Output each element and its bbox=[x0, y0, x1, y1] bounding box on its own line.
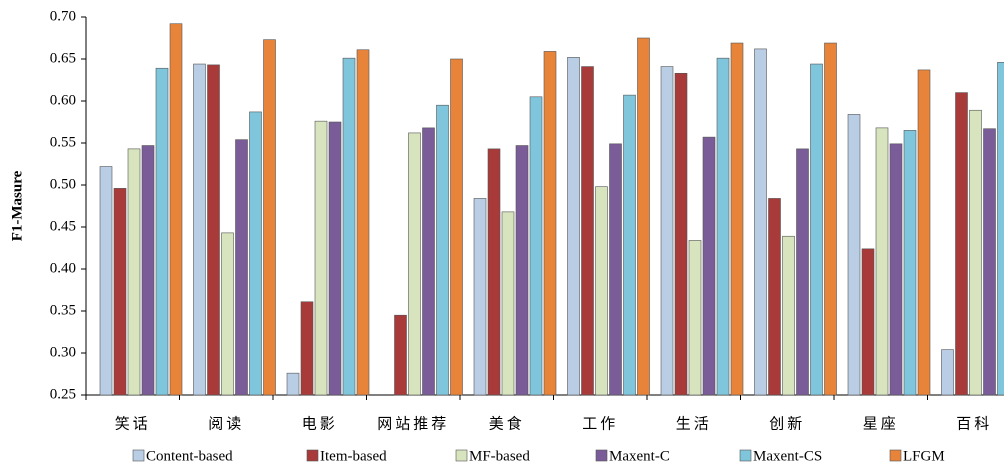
x-tick-label: 美食 bbox=[489, 415, 525, 433]
legend-label: Maxent-CS bbox=[753, 448, 822, 464]
bar bbox=[941, 349, 954, 396]
bar bbox=[847, 114, 861, 396]
y-tick-label: 0.50 bbox=[50, 176, 76, 192]
y-tick-label: 0.25 bbox=[50, 386, 76, 402]
bar bbox=[730, 42, 744, 396]
bar bbox=[249, 111, 262, 396]
bar bbox=[487, 148, 501, 396]
x-tick-label: 创新 bbox=[769, 415, 805, 433]
bar bbox=[796, 148, 809, 396]
bar bbox=[394, 314, 407, 396]
bar bbox=[969, 109, 982, 396]
bar bbox=[263, 39, 276, 396]
bar bbox=[581, 66, 594, 396]
bar bbox=[422, 127, 435, 396]
y-tick-label: 0.35 bbox=[50, 302, 76, 318]
y-tick-label: 0.45 bbox=[50, 218, 76, 234]
x-tick-label: 星座 bbox=[863, 415, 899, 433]
bar bbox=[623, 94, 636, 396]
bar bbox=[637, 37, 650, 396]
bar bbox=[903, 130, 917, 396]
y-tick-label: 0.65 bbox=[50, 50, 76, 66]
y-tick-label: 0.55 bbox=[50, 134, 76, 150]
bar bbox=[207, 64, 220, 396]
bar bbox=[328, 121, 342, 396]
bar bbox=[660, 66, 674, 396]
x-tick-label: 网站推荐 bbox=[377, 415, 449, 433]
bar bbox=[768, 198, 781, 396]
bar bbox=[314, 120, 328, 396]
legend-label: Maxent-C bbox=[609, 448, 670, 464]
x-tick-label: 工作 bbox=[582, 415, 618, 433]
bar bbox=[169, 23, 183, 396]
legend-swatch bbox=[739, 449, 752, 462]
bar bbox=[356, 49, 370, 396]
bar bbox=[286, 372, 300, 396]
bar bbox=[875, 127, 889, 396]
bar bbox=[155, 67, 169, 396]
legend-label: Content-based bbox=[146, 448, 233, 464]
bar bbox=[754, 48, 767, 396]
bar bbox=[436, 104, 449, 396]
x-tick-label: 生活 bbox=[676, 415, 712, 433]
bar bbox=[824, 42, 837, 396]
y-tick-label: 0.60 bbox=[50, 92, 76, 108]
y-axis-title: F1-Masure bbox=[9, 170, 25, 241]
bar bbox=[99, 166, 113, 396]
bar bbox=[221, 232, 234, 396]
legend-label: LFGM bbox=[903, 448, 945, 464]
legend-swatch bbox=[132, 449, 145, 462]
bar bbox=[810, 63, 823, 396]
bar bbox=[342, 57, 356, 396]
bar bbox=[529, 96, 543, 396]
bar bbox=[782, 235, 795, 396]
bar bbox=[716, 57, 730, 396]
x-tick-label: 电影 bbox=[302, 415, 338, 433]
legend-swatch bbox=[306, 449, 319, 462]
bar bbox=[917, 69, 931, 396]
bar bbox=[861, 248, 875, 396]
bar bbox=[997, 62, 1004, 396]
bar bbox=[688, 240, 702, 396]
bar bbox=[300, 301, 314, 396]
legend-swatch bbox=[595, 449, 608, 462]
bar bbox=[595, 186, 608, 396]
bar bbox=[674, 72, 688, 396]
bar bbox=[567, 57, 580, 396]
legend-label: Item-based bbox=[320, 448, 387, 464]
legend-label: MF-based bbox=[469, 448, 530, 464]
bar bbox=[450, 58, 463, 396]
y-tick-label: 0.30 bbox=[50, 344, 76, 360]
bar bbox=[983, 128, 996, 396]
bar bbox=[501, 211, 515, 396]
bar bbox=[702, 136, 716, 396]
legend-swatch bbox=[889, 449, 902, 462]
bar bbox=[127, 148, 141, 396]
legend-swatch bbox=[455, 449, 468, 462]
y-tick-label: 0.70 bbox=[50, 8, 76, 24]
x-tick-label: 笑话 bbox=[115, 415, 151, 433]
bar bbox=[609, 143, 622, 396]
bar bbox=[889, 143, 903, 396]
bar bbox=[141, 145, 155, 396]
bar bbox=[408, 132, 421, 396]
bar bbox=[543, 51, 557, 396]
x-tick-label: 百科 bbox=[956, 415, 992, 433]
y-tick-label: 0.40 bbox=[50, 260, 76, 276]
bar bbox=[473, 198, 487, 396]
x-tick-label: 阅读 bbox=[208, 415, 244, 433]
bar bbox=[235, 139, 248, 396]
bar bbox=[113, 188, 127, 396]
bar bbox=[955, 92, 968, 396]
bar bbox=[515, 145, 529, 396]
bar bbox=[193, 63, 206, 396]
